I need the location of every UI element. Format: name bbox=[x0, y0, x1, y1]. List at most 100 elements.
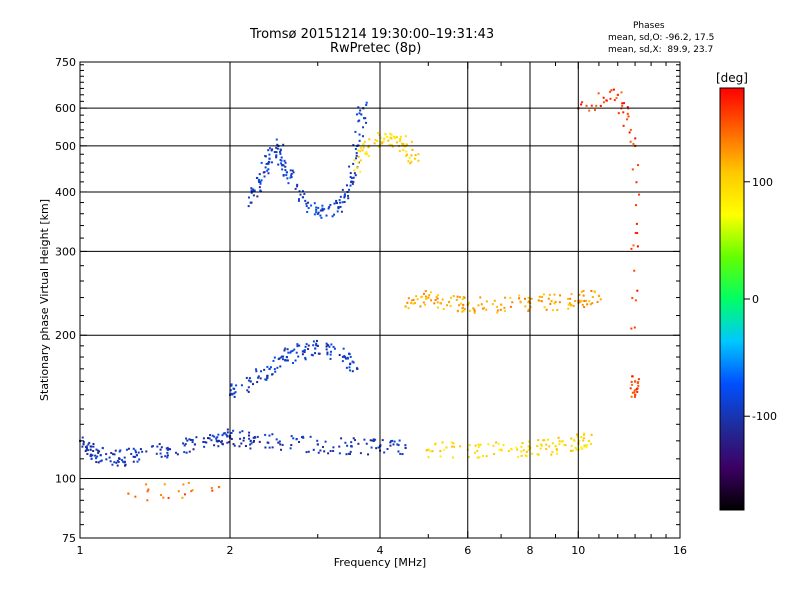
chart-title: Tromsø 20151214 19:30:00–19:31:43 bbox=[250, 27, 495, 42]
scatter-dot bbox=[573, 439, 576, 442]
scatter-dot bbox=[282, 355, 285, 358]
scatter-dot bbox=[395, 141, 398, 144]
scatter-dot bbox=[411, 148, 414, 151]
scatter-dot bbox=[191, 489, 194, 492]
scatter-dot bbox=[634, 299, 637, 302]
scatter-dot bbox=[110, 451, 113, 454]
scatter-dot bbox=[118, 450, 121, 453]
scatter-dot bbox=[474, 444, 477, 447]
scatter-dot bbox=[344, 193, 347, 196]
scatter-dot bbox=[291, 349, 294, 352]
scatter-dot bbox=[398, 150, 401, 153]
scatter-dot bbox=[530, 297, 533, 300]
scatter-dot bbox=[353, 172, 356, 175]
scatter-dot bbox=[210, 439, 213, 442]
scatter-dot bbox=[433, 443, 436, 446]
data-point bbox=[404, 305, 407, 308]
scatter-dot bbox=[588, 109, 591, 112]
scatter-dot bbox=[467, 456, 470, 459]
scatter-dot bbox=[315, 208, 318, 211]
scatter-dot bbox=[546, 438, 549, 441]
scatter-dot bbox=[130, 452, 133, 455]
scatter-dot bbox=[92, 449, 95, 452]
scatter-dot bbox=[582, 437, 585, 440]
scatter-dot bbox=[268, 434, 271, 437]
scatter-dot bbox=[183, 444, 186, 447]
scatter-dot bbox=[580, 299, 583, 302]
scatter-dot bbox=[292, 171, 295, 174]
scatter-dot bbox=[226, 441, 229, 444]
scatter-dot bbox=[602, 101, 605, 104]
scatter-dot bbox=[310, 353, 313, 356]
scatter-dot bbox=[298, 344, 301, 347]
data-point bbox=[316, 344, 319, 348]
scatter-dot bbox=[307, 347, 310, 350]
scatter-dot bbox=[90, 457, 93, 460]
scatter-dot bbox=[298, 190, 301, 193]
scatter-dot bbox=[631, 168, 634, 171]
scatter-dot bbox=[232, 443, 235, 446]
scatter-dot bbox=[367, 146, 370, 149]
scatter-dot bbox=[257, 178, 260, 181]
scatter-dot bbox=[325, 345, 328, 348]
data-point bbox=[554, 300, 557, 304]
scatter-dot bbox=[270, 161, 273, 164]
scatter-dot bbox=[517, 455, 520, 458]
scatter-dot bbox=[348, 353, 351, 356]
scatter-dot bbox=[146, 490, 149, 493]
scatter-dot bbox=[258, 440, 261, 443]
scatter-dot bbox=[482, 454, 485, 457]
scatter-dot bbox=[436, 301, 439, 304]
scatter-dot bbox=[507, 449, 510, 452]
scatter-dot bbox=[303, 192, 306, 195]
scatter-dot bbox=[520, 454, 523, 457]
scatter-dot bbox=[397, 450, 400, 453]
scatter-dot bbox=[243, 436, 246, 439]
scatter-dot bbox=[305, 451, 308, 454]
scatter-dot bbox=[424, 295, 427, 298]
scatter-dot bbox=[525, 455, 528, 458]
scatter-dot bbox=[518, 294, 521, 297]
x-axis-label: Frequency [MHz] bbox=[334, 556, 426, 569]
scatter-dot bbox=[109, 460, 112, 463]
scatter-dot bbox=[375, 447, 378, 450]
scatter-dot bbox=[634, 204, 637, 207]
scatter-dot bbox=[86, 453, 89, 456]
scatter-dot bbox=[525, 450, 528, 453]
scatter-dot bbox=[590, 289, 593, 292]
data-point bbox=[249, 439, 252, 443]
scatter-dot bbox=[480, 303, 483, 306]
scatter-dot bbox=[225, 433, 228, 436]
scatter-dot bbox=[280, 448, 283, 451]
scatter-dot bbox=[515, 446, 518, 449]
scatter-dot bbox=[350, 445, 353, 448]
scatter-dot bbox=[581, 447, 584, 450]
data-point bbox=[404, 446, 407, 450]
scatter-dot bbox=[521, 442, 524, 445]
scatter-dot bbox=[358, 119, 361, 122]
scatter-dot bbox=[329, 353, 332, 356]
scatter-dot bbox=[365, 442, 368, 445]
scatter-dot bbox=[360, 113, 363, 116]
scatter-dot bbox=[135, 451, 138, 454]
scatter-dot bbox=[372, 440, 375, 443]
data-point bbox=[249, 380, 252, 383]
scatter-dot bbox=[374, 139, 377, 142]
scatter-dot bbox=[220, 441, 223, 444]
scatter-dot bbox=[536, 444, 539, 447]
scatter-dot bbox=[247, 205, 250, 208]
data-point bbox=[554, 445, 557, 448]
scatter-dot bbox=[264, 446, 267, 449]
scatter-dot bbox=[156, 445, 159, 448]
phase-stats-x: mean, sd,X: 89.9, 23.7 bbox=[608, 45, 714, 55]
scatter-dot bbox=[315, 206, 318, 209]
scatter-dot bbox=[138, 458, 141, 461]
scatter-dot bbox=[599, 298, 602, 301]
scatter-dot bbox=[462, 306, 465, 309]
scatter-dot bbox=[327, 207, 330, 210]
scatter-dot bbox=[425, 297, 428, 300]
data-point bbox=[89, 448, 92, 451]
scatter-dot bbox=[417, 153, 420, 156]
scatter-dot bbox=[263, 175, 266, 178]
scatter-dot bbox=[422, 292, 425, 295]
